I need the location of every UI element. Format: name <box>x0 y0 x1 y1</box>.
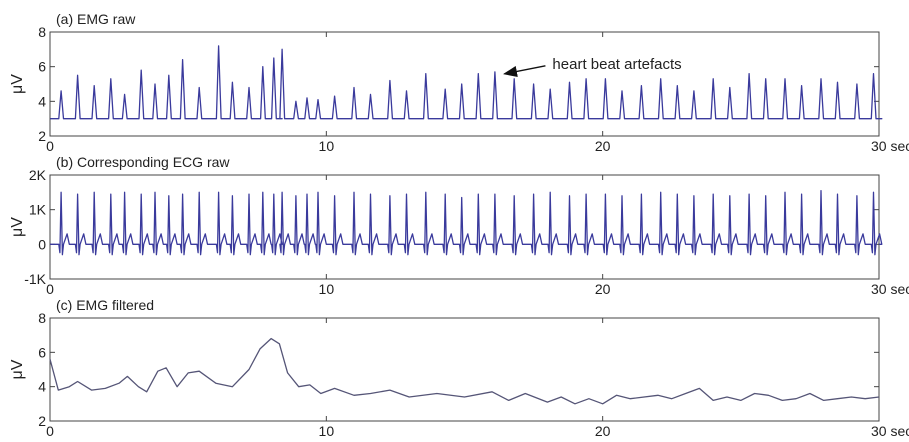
chart-title: (c) EMG filtered <box>56 297 154 313</box>
y-tick-label: 2K <box>29 167 47 183</box>
x-tick-label: 20 <box>595 423 611 439</box>
x-tick-label: 20 <box>595 281 611 297</box>
x-tick-label: 0 <box>46 281 54 297</box>
series-line <box>50 45 883 120</box>
y-tick-label: -1K <box>24 271 46 287</box>
y-tick-label: 6 <box>38 59 46 75</box>
plot-frame <box>49 174 880 280</box>
y-tick-label: 0 <box>38 236 46 252</box>
series-line <box>50 189 883 256</box>
annotation-text: heart beat artefacts <box>552 56 681 73</box>
y-tick-label: 2 <box>38 413 46 429</box>
y-axis-label: μV <box>9 359 26 379</box>
x-tick-label: 10 <box>319 423 335 439</box>
x-tick-label: 30 sec <box>871 138 909 154</box>
x-tick-label: 0 <box>46 138 54 154</box>
y-tick-label: 6 <box>38 344 46 360</box>
x-tick-label: 20 <box>595 138 611 154</box>
chart-panel-1: (a) EMG raw μV 2 4 6 8 0 10 20 30 sec heart beat a… <box>9 11 909 154</box>
y-tick-label: 4 <box>38 93 46 109</box>
y-tick-label: 8 <box>38 24 46 40</box>
y-tick-label: 8 <box>38 310 46 326</box>
x-tick-label: 10 <box>319 138 335 154</box>
x-tick-label: 30 sec <box>871 423 909 439</box>
y-axis-label: μV <box>9 217 26 237</box>
chart-title: (b) Corresponding ECG raw <box>56 154 230 170</box>
y-tick-label: 2 <box>38 128 46 144</box>
x-tick-label: 10 <box>319 281 335 297</box>
series-line <box>49 337 880 405</box>
chart-panel-3: (c) EMG filtered μV 2 4 6 8 0 10 20 30 sec <box>9 297 909 439</box>
plot-frame <box>49 317 880 422</box>
chart-title: (a) EMG raw <box>56 11 136 27</box>
y-axis-label: μV <box>9 74 26 94</box>
y-tick-label: 4 <box>38 379 46 395</box>
x-tick-label: 0 <box>46 423 54 439</box>
x-tick-label: 30 sec <box>871 281 909 297</box>
annotation-arrow <box>503 65 546 77</box>
y-tick-label: 1K <box>29 202 47 218</box>
plot-frame <box>49 31 880 137</box>
